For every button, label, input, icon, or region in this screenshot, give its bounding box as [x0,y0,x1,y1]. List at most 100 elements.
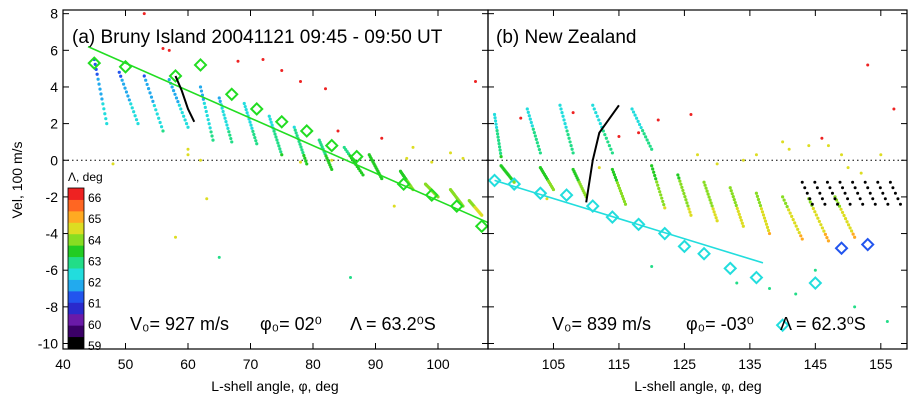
panel-b-scan-point [713,213,717,217]
panel-b-scatter-point [571,111,575,115]
panel-b-scan-point [496,138,501,142]
panel-b-diamond-marker [559,188,574,202]
panel-a-scan-point [252,132,256,137]
panel-b-scan-point [528,117,532,121]
panel-b-scan-point [532,131,536,135]
panel-b-scan-point [569,144,573,148]
panel-a-scatter-point [380,136,384,140]
panel-a-scatter-point [461,156,465,160]
panel-b-black-band-point [888,180,892,184]
panel-a-x-tick-label: 40 [55,356,71,372]
panel-a-scan-point [273,132,277,136]
panel-b-scan-point [711,207,715,211]
panel-a-scatter-point [111,162,115,166]
panel-b-black-band-point [896,197,900,201]
panel-b-scatter-point [879,153,883,157]
panel-b-scatter-point [735,281,739,285]
panel-b-scan-point [648,144,652,148]
panel-b-black-band-point [853,186,857,190]
panel-b-scan-point [763,219,768,223]
panel-a-scatter-point [430,160,434,164]
panel-a-scan-point [209,130,213,134]
panel-b-scatter-point [617,134,621,138]
panel-b-scan-point [512,180,516,184]
panel-b-scatter-point [840,153,844,157]
panel-b-black-band-point [871,197,875,201]
panel-b-scatter-point [715,162,719,166]
panel-b-scan-point [767,231,772,236]
panel-a-scan-point [269,120,273,124]
panel-a-scan-point [98,87,102,91]
panel-a-diamond-marker [424,188,439,202]
panel-b-scan-point [601,129,605,133]
panel-a-scan-point [96,77,100,81]
panel-a-scan-point [157,116,161,120]
panel-b-scan-point [659,193,663,197]
panel-b-scan-point [622,199,627,204]
panel-b-scan-point [728,186,732,190]
panel-b-black-band-point [815,186,819,190]
panel-b-scan-point [647,141,651,145]
panel-a-scan-point [251,129,255,133]
panel-b-scan-point [837,204,842,208]
panel-b-scan-point [707,195,711,199]
panel-b-scan-point [660,196,664,200]
panel-b-scan-point [493,116,497,120]
panel-b-diamond-marker [749,270,764,285]
panel-b-black-band-point [873,202,877,206]
panel-b-scan-point [618,189,623,193]
panel-a-scan-point [205,113,209,118]
panel-b-scan-point [570,147,574,151]
panel-b-scan-point [796,227,800,231]
panel-a-scan-point [117,70,121,74]
panel-a-scan-point [126,94,130,98]
panel-a-y-tick-label: 2 [50,116,58,132]
panel-b-scan-point [682,191,686,196]
colorbar-tick-label: 59 [88,339,102,353]
panel-a-scan-point [142,74,146,78]
panel-b-scan-point [705,189,709,193]
panel-a-scatter-point [167,48,171,52]
panel-a-diamond-marker [193,58,208,72]
panel-b-scan-point [712,210,716,214]
panel-b-scan-point [641,129,645,133]
panel-b-scan-point [741,224,745,228]
panel-a-scatter-point [186,147,190,151]
panel-b-scatter-point [846,166,850,170]
panel-b-scan-point [740,221,744,225]
panel-b-scan-point [730,192,734,196]
panel-b-scatter-point [689,112,693,116]
panel-b-scatter-point [741,158,745,162]
panel-b: 105 115 125 135 145 155 [487,10,907,372]
panel-a-y-tick-label: -10 [38,336,58,352]
panel-b-scan-point [636,119,640,123]
panel-a-scan-point [208,126,212,130]
panel-b-scan-point [495,129,499,133]
panel-b-scan-point [617,186,622,190]
panel-a-y-tick-label: 0 [50,152,58,168]
panel-b-scan-point [704,186,708,190]
panel-b-black-band-point [856,191,860,195]
panel-b-scan-point [562,118,566,122]
panel-b-scan-point [819,223,823,227]
panel-a-scan-point [121,82,126,86]
panel-a-scan-point [243,104,247,109]
panel-b-diamond-marker [860,237,875,252]
panel-b-scan-point [652,170,656,174]
colorbar-segment [68,233,84,246]
panel-b-scan-point [825,236,829,240]
panel-b-scan-point [756,197,761,202]
panel-a-scatter-point [449,151,452,155]
colorbar-segment [68,188,84,200]
panel-b-scan-point [592,107,596,111]
panel-b-black-band-point [833,197,837,201]
panel-b-black-band-point [878,186,882,190]
panel-b-scan-point [788,211,792,215]
panel-a-scan-point [130,106,134,110]
panel-b-scan-point [594,111,598,115]
panel-a-scatter-point [261,57,265,61]
panel-a-scan-point [254,139,258,143]
panel-b-scatter-point [820,136,824,140]
colorbar-segment [68,210,84,223]
panel-a-scan-point [102,107,106,111]
